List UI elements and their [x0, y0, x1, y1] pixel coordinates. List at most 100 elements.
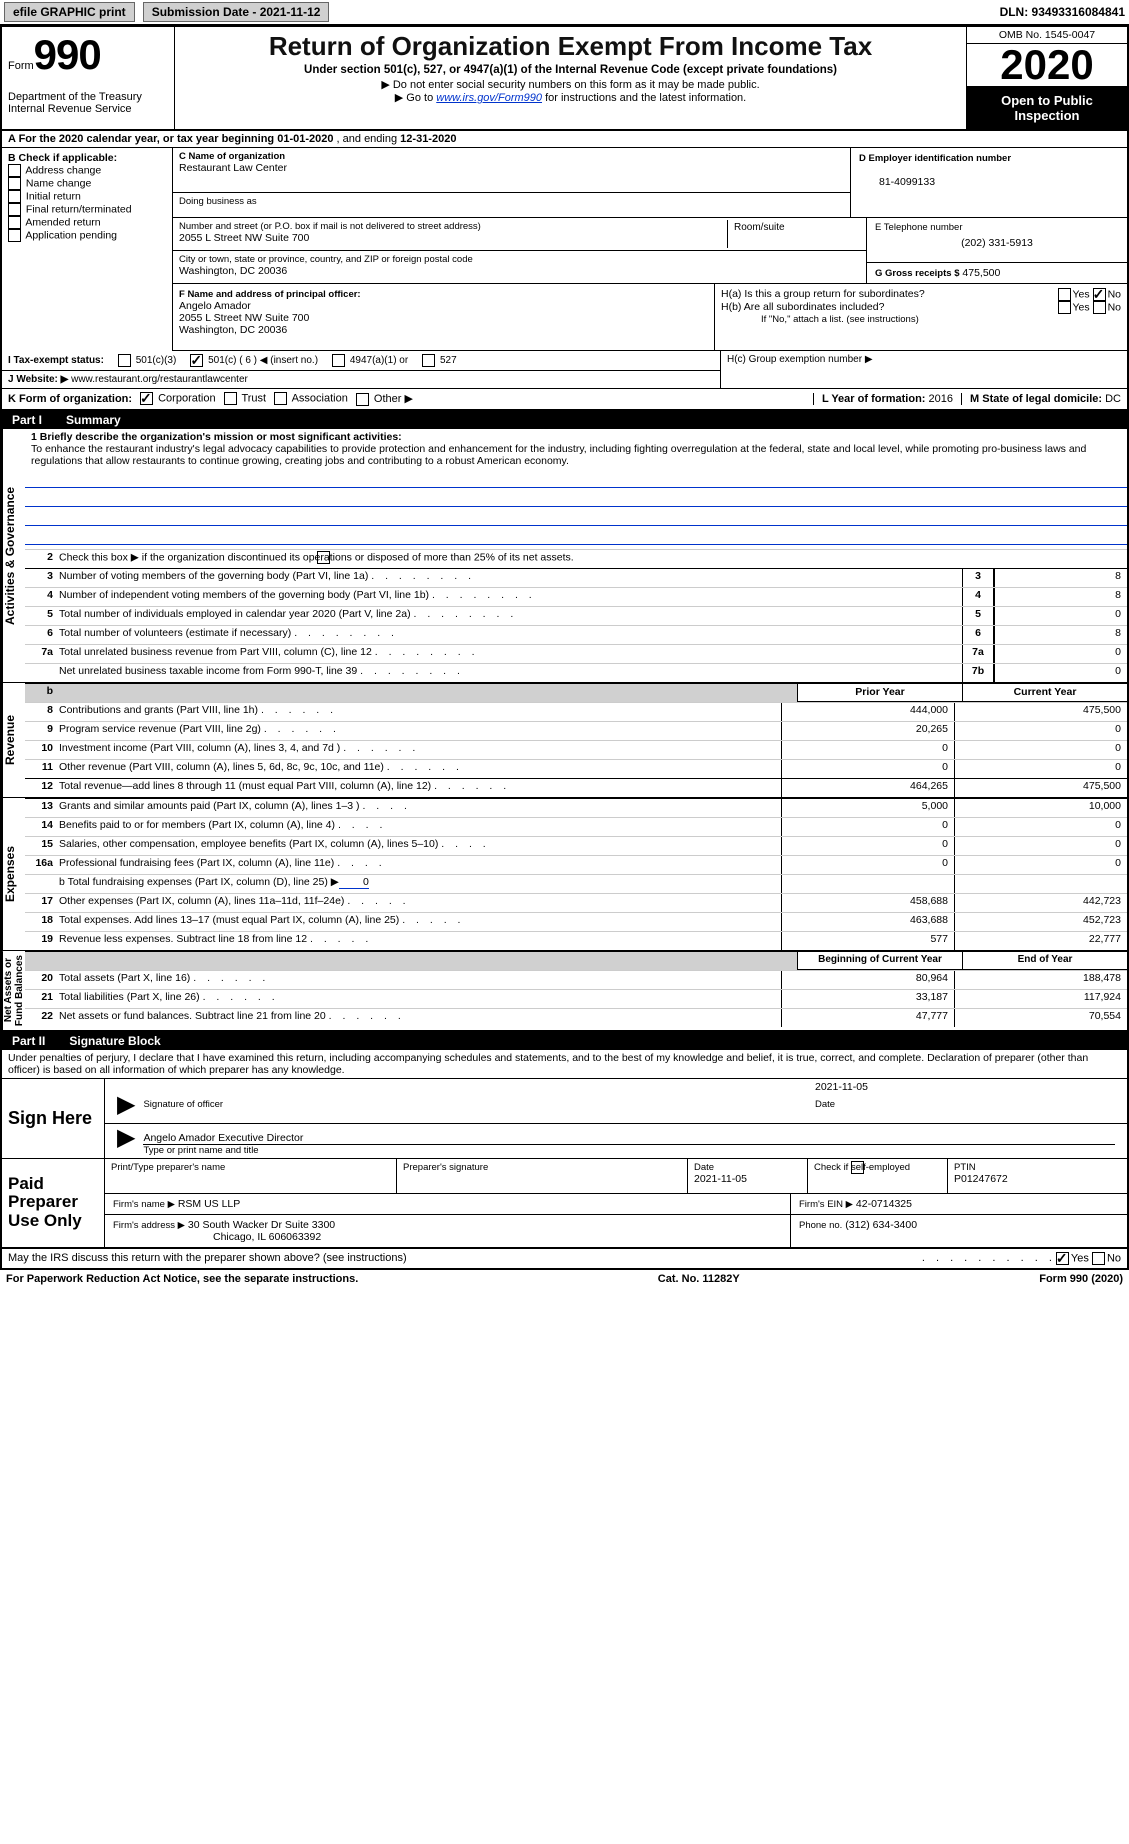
final-return-checkbox[interactable] [8, 203, 21, 216]
current-year-header: Current Year [962, 684, 1127, 702]
net-assets-label: Net Assets or Fund Balances [2, 951, 25, 1030]
submission-date-button[interactable]: Submission Date - 2021-11-12 [143, 2, 330, 22]
checkbox-column-b: B Check if applicable: Address change Na… [2, 148, 173, 351]
gov-line: Net unrelated business taxable income fr… [25, 663, 1127, 682]
hb-yes-checkbox[interactable] [1058, 301, 1071, 314]
signature-section: Sign Here 2021-11-05 ▶ Signature of offi… [0, 1078, 1129, 1249]
irs-link[interactable]: www.irs.gov/Form990 [436, 92, 542, 104]
period-begin: 01-01-2020 [277, 133, 333, 145]
form-footer: Form 990 (2020) [1039, 1273, 1123, 1285]
street-value: 2055 L Street NW Suite 700 [179, 232, 309, 244]
revenue-section: Revenue b Prior Year Current Year 8 Cont… [0, 683, 1129, 798]
entity-block: B Check if applicable: Address change Na… [0, 148, 1129, 351]
501c3-checkbox[interactable] [118, 354, 131, 367]
city-value: Washington, DC 20036 [179, 265, 287, 277]
firm-name: RSM US LLP [178, 1198, 240, 1210]
open-inspection-badge: Open to Public Inspection [967, 87, 1127, 129]
hc-label: H(c) Group exemption number ▶ [727, 351, 1127, 388]
ha-yes-checkbox[interactable] [1058, 288, 1071, 301]
rev-line: 8 Contributions and grants (Part VIII, l… [25, 702, 1127, 721]
city-label: City or town, state or province, country… [179, 254, 473, 265]
dln-label: DLN: 93493316084841 [1000, 5, 1125, 19]
part-i-header: Part I Summary [0, 411, 1129, 429]
room-suite-label: Room/suite [727, 220, 860, 248]
firm-addr1: 30 South Wacker Dr Suite 3300 [188, 1219, 335, 1231]
amended-return-checkbox[interactable] [8, 216, 21, 229]
501c-checkbox[interactable] [190, 354, 203, 367]
period-end: 12-31-2020 [400, 133, 456, 145]
firm-phone: (312) 634-3400 [845, 1219, 917, 1231]
signature-arrow-icon: ▶ [117, 1099, 135, 1121]
org-name: Restaurant Law Center [179, 162, 287, 174]
discuss-yes-checkbox[interactable] [1056, 1252, 1069, 1265]
period-mid: , and ending [337, 133, 401, 145]
website-value: www.restaurant.org/restaurantlawcenter [71, 374, 248, 385]
period-prefix: A For the 2020 calendar year, or tax yea… [8, 133, 277, 145]
application-pending-checkbox[interactable] [8, 229, 21, 242]
gov-line: 3 Number of voting members of the govern… [25, 568, 1127, 587]
rev-line: 11 Other revenue (Part VIII, column (A),… [25, 759, 1127, 778]
gov-line: 5 Total number of individuals employed i… [25, 606, 1127, 625]
ha-label: H(a) Is this a group return for subordin… [721, 288, 1058, 301]
discontinued-checkbox[interactable] [317, 551, 330, 564]
pra-notice: For Paperwork Reduction Act Notice, see … [6, 1273, 358, 1285]
hb-label: H(b) Are all subordinates included? [721, 301, 1058, 314]
type-name-label: Type or print name and title [143, 1145, 1115, 1156]
efile-print-button[interactable]: efile GRAPHIC print [4, 2, 135, 22]
j-label: J Website: ▶ [8, 374, 68, 385]
phone-value: (202) 331-5913 [875, 237, 1119, 249]
dept-treasury: Department of the Treasury Internal Reve… [8, 91, 168, 115]
ha-no-checkbox[interactable] [1093, 288, 1106, 301]
discuss-no-checkbox[interactable] [1092, 1252, 1105, 1265]
exp-line: 16a Professional fundraising fees (Part … [25, 855, 1127, 874]
assoc-checkbox[interactable] [274, 392, 287, 405]
goto-suffix: for instructions and the latest informat… [542, 92, 746, 104]
cat-no: Cat. No. 11282Y [658, 1273, 740, 1285]
g-label: G Gross receipts $ [875, 268, 959, 279]
tax-year: 2020 [967, 44, 1127, 87]
exp-line: 18 Total expenses. Add lines 13–17 (must… [25, 912, 1127, 931]
c-label: C Name of organization [179, 151, 285, 162]
other-checkbox[interactable] [356, 393, 369, 406]
end-year-header: End of Year [962, 952, 1127, 970]
gov-line: 7a Total unrelated business revenue from… [25, 644, 1127, 663]
footer: For Paperwork Reduction Act Notice, see … [0, 1270, 1129, 1288]
527-checkbox[interactable] [422, 354, 435, 367]
na-line: 22 Net assets or fund balances. Subtract… [25, 1008, 1127, 1027]
self-employed-checkbox[interactable] [851, 1161, 864, 1174]
firm-addr2: Chicago, IL 606063392 [113, 1231, 321, 1243]
form-number: 990 [34, 31, 101, 78]
hb-note: If "No," attach a list. (see instruction… [721, 314, 1121, 325]
form-subtitle: Under section 501(c), 527, or 4947(a)(1)… [179, 64, 962, 76]
initial-return-checkbox[interactable] [8, 190, 21, 203]
d-label: D Employer identification number [859, 153, 1011, 164]
expenses-label: Expenses [2, 798, 25, 950]
trust-checkbox[interactable] [224, 392, 237, 405]
sign-here-label: Sign Here [2, 1079, 105, 1158]
year-formation: 2016 [929, 393, 953, 405]
officer-addr2: Washington, DC 20036 [179, 324, 287, 336]
rev-line: 9 Program service revenue (Part VIII, li… [25, 721, 1127, 740]
k-label: K Form of organization: [8, 393, 132, 405]
officer-name: Angelo Amador [179, 300, 251, 312]
form-word: Form [8, 60, 34, 72]
gov-line: 6 Total number of volunteers (estimate i… [25, 625, 1127, 644]
name-change-checkbox[interactable] [8, 177, 21, 190]
top-bar: efile GRAPHIC print Submission Date - 20… [0, 0, 1129, 25]
revenue-label: Revenue [2, 683, 25, 797]
gross-receipts: 475,500 [962, 267, 1000, 279]
address-change-checkbox[interactable] [8, 164, 21, 177]
name-arrow-icon: ▶ [117, 1132, 135, 1156]
f-label: F Name and address of principal officer: [179, 289, 361, 300]
4947-checkbox[interactable] [332, 354, 345, 367]
summary-section: Activities & Governance 1 Briefly descri… [0, 429, 1129, 683]
corp-checkbox[interactable] [140, 392, 153, 405]
form-header: Form990 Department of the Treasury Inter… [0, 25, 1129, 131]
line1-label: 1 Briefly describe the organization's mi… [31, 431, 402, 443]
period-row: A For the 2020 calendar year, or tax yea… [0, 131, 1129, 148]
sig-officer-label: Signature of officer [143, 1099, 815, 1121]
state-domicile: DC [1105, 393, 1121, 405]
hb-no-checkbox[interactable] [1093, 301, 1106, 314]
b-heading: B Check if applicable: [8, 152, 166, 164]
discuss-row: May the IRS discuss this return with the… [0, 1249, 1129, 1270]
